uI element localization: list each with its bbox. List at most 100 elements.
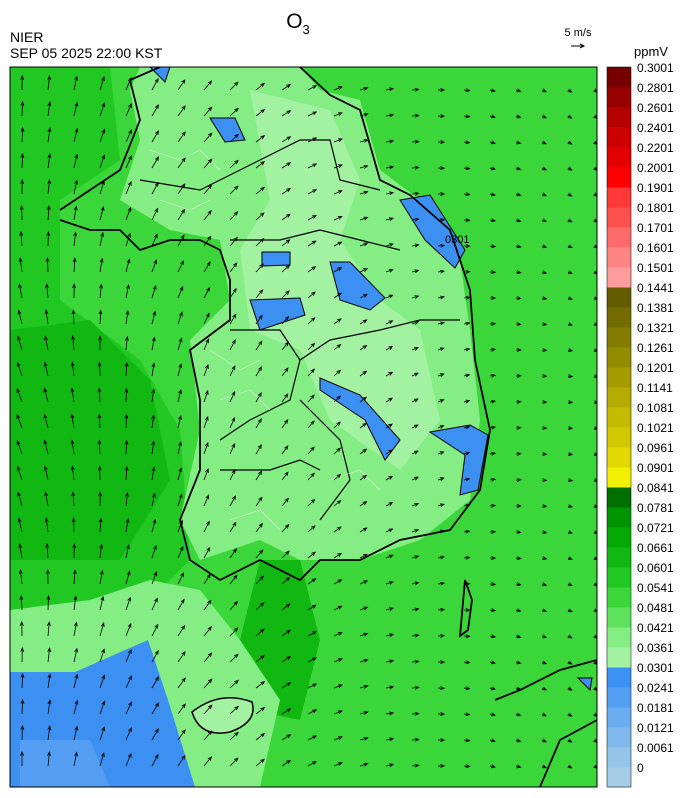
wind-arrow	[359, 527, 368, 533]
wind-arrow	[125, 258, 131, 273]
wind-arrow	[515, 140, 522, 145]
wind-arrow	[593, 296, 597, 300]
wind-arrow	[203, 730, 213, 741]
colorbar-label: 0.1201	[637, 361, 674, 375]
district-borders	[149, 149, 381, 531]
wind-arrow	[489, 140, 497, 145]
wind-arrow	[489, 218, 497, 223]
wind-arrow	[229, 495, 236, 507]
wind-arrow	[515, 660, 522, 665]
wind-arrow	[177, 677, 186, 689]
colorbar-segment	[607, 627, 631, 648]
wind-arrow	[463, 114, 471, 119]
colorbar-segment	[607, 727, 631, 748]
wind-arrow	[44, 491, 49, 507]
wind-arrow	[281, 734, 292, 741]
wind-arrow	[73, 205, 78, 221]
wind-arrow	[281, 497, 290, 507]
wind-arrow	[489, 114, 497, 119]
wind-arrow	[593, 348, 597, 352]
wind-arrow	[411, 87, 420, 92]
wind-arrow	[489, 582, 497, 587]
wind-arrow	[437, 243, 446, 248]
colorbar-segment	[607, 127, 631, 148]
wind-arrow	[437, 321, 445, 326]
wind-arrow	[255, 108, 266, 117]
colorbar-label: 0.2001	[637, 161, 674, 175]
wind-arrow	[463, 270, 471, 274]
wind-arrow	[255, 732, 266, 741]
wind-arrow	[99, 674, 106, 689]
wind-arrow	[411, 633, 420, 638]
wind-arrow	[46, 231, 51, 247]
wind-arrow	[411, 450, 419, 455]
wind-arrow	[281, 367, 289, 377]
colorbar-segment	[607, 587, 631, 608]
wind-arrow	[515, 478, 522, 482]
wind-arrow	[567, 114, 573, 119]
wind-arrow	[97, 413, 102, 429]
wind-arrow	[515, 374, 522, 378]
wind-arrow	[385, 475, 394, 481]
wind-arrow	[47, 127, 52, 143]
wind-arrow	[255, 314, 263, 325]
wind-arrow	[567, 764, 573, 769]
wind-arrow	[229, 365, 236, 377]
wind-arrow	[437, 555, 445, 560]
wind-arrow	[177, 285, 184, 299]
wind-arrow	[437, 581, 446, 586]
wind-arrow	[411, 711, 420, 716]
wind-arrow	[203, 494, 209, 507]
wind-arrow	[385, 320, 394, 325]
wind-arrow	[411, 113, 420, 118]
wind-arrow	[541, 530, 548, 535]
wind-arrow	[333, 215, 343, 221]
wind-arrow	[203, 106, 213, 117]
wind-arrow	[20, 646, 25, 663]
wind-arrow	[385, 763, 395, 768]
wind-arrow	[73, 725, 79, 741]
wind-arrow	[99, 128, 106, 143]
wind-arrow	[73, 621, 78, 637]
wind-arrow	[229, 442, 236, 455]
wind-arrow	[229, 627, 239, 637]
wind-arrow	[151, 753, 159, 767]
colorbar-segment	[607, 647, 631, 668]
wind-arrow	[385, 113, 395, 118]
wind-arrow	[151, 492, 156, 507]
wind-arrow	[229, 236, 238, 247]
wind-arrow	[20, 178, 25, 195]
wind-arrow	[43, 413, 49, 429]
wind-arrow	[437, 218, 446, 222]
colorbar-segment	[607, 667, 631, 688]
wind-arrow	[385, 191, 395, 196]
wind-arrow	[229, 81, 239, 91]
wind-arrow	[255, 522, 264, 533]
colorbar-label: 0.0841	[637, 481, 674, 495]
wind-arrow	[333, 526, 342, 533]
wind-arrow	[385, 397, 394, 403]
wind-arrow	[333, 658, 343, 663]
colorbar-segment	[607, 227, 631, 248]
wind-arrow	[359, 86, 369, 91]
wind-arrow	[463, 451, 471, 456]
wind-arrow	[281, 136, 292, 143]
wind-arrow	[229, 521, 237, 533]
wind-arrow	[515, 244, 522, 249]
wind-arrow	[333, 164, 343, 169]
wind-arrow	[255, 654, 266, 663]
wind-arrow	[333, 684, 343, 689]
wind-arrow	[411, 243, 420, 248]
wind-arrow	[229, 390, 236, 403]
wind-arrow	[177, 415, 182, 429]
wind-arrow	[333, 473, 342, 481]
wind-arrow	[177, 598, 185, 611]
wind-arrow	[125, 675, 132, 689]
wind-arrow	[19, 620, 24, 637]
wind-arrow	[385, 607, 394, 611]
wind-arrow	[411, 424, 419, 429]
colorbar-label: 0.0961	[637, 441, 674, 455]
wind-arrow	[567, 244, 573, 248]
wind-arrow	[151, 259, 157, 273]
colorbar-segment	[607, 427, 631, 448]
